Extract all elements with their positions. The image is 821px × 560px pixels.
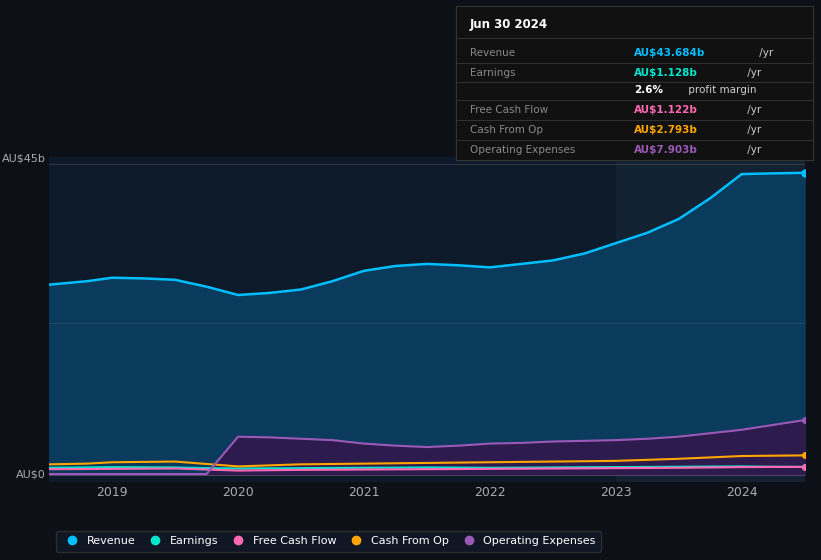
Text: AU$43.684b: AU$43.684b [635,48,705,58]
Text: AU$7.903b: AU$7.903b [635,144,698,155]
Bar [616,157,805,482]
Text: Free Cash Flow: Free Cash Flow [470,105,548,115]
Text: AU$1.122b: AU$1.122b [635,105,698,115]
Text: Operating Expenses: Operating Expenses [470,144,576,155]
Text: profit margin: profit margin [685,85,756,95]
Text: /yr: /yr [744,124,761,134]
Text: AU$45b: AU$45b [2,153,45,164]
Text: /yr: /yr [744,144,761,155]
Text: AU$2.793b: AU$2.793b [635,124,698,134]
Text: Revenue: Revenue [470,48,515,58]
Text: 2.6%: 2.6% [635,85,663,95]
Text: AU$0: AU$0 [16,470,45,480]
Text: /yr: /yr [744,68,761,78]
Text: /yr: /yr [744,105,761,115]
Legend: Revenue, Earnings, Free Cash Flow, Cash From Op, Operating Expenses: Revenue, Earnings, Free Cash Flow, Cash … [56,530,601,552]
Text: AU$1.128b: AU$1.128b [635,68,698,78]
Text: Jun 30 2024: Jun 30 2024 [470,17,548,31]
Text: Cash From Op: Cash From Op [470,124,543,134]
Text: /yr: /yr [755,48,773,58]
Text: Earnings: Earnings [470,68,516,78]
